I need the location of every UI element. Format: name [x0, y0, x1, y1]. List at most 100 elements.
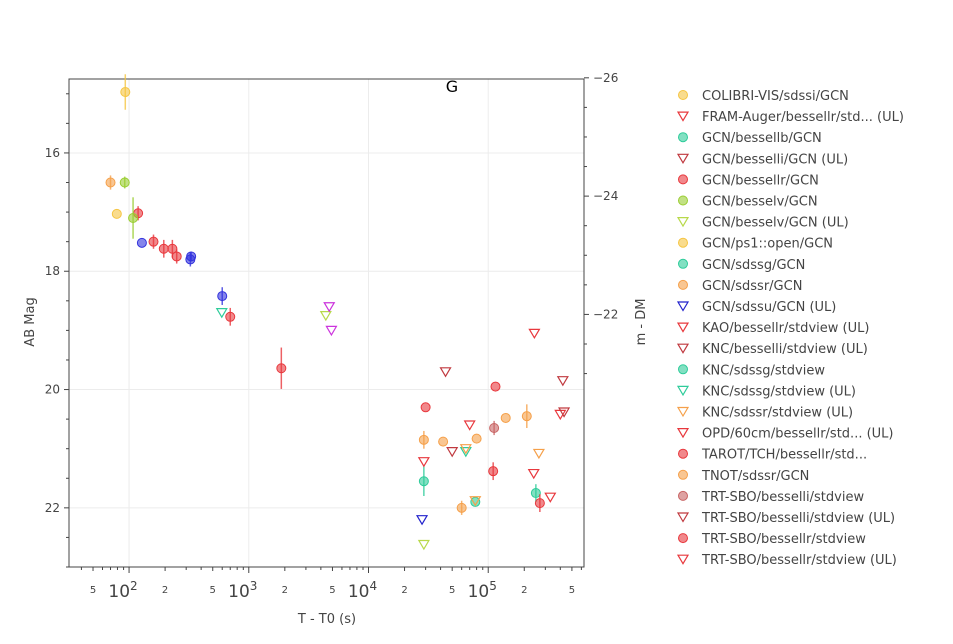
legend-label: GCN/besselv/GCN (UL)	[702, 216, 849, 231]
y-tick-label: 16	[45, 146, 60, 160]
data-point	[417, 457, 430, 468]
data-point	[319, 311, 332, 322]
legend-item: GCN/sdssg/GCN	[678, 258, 805, 273]
data-point	[456, 502, 467, 513]
legend-marker-circle	[678, 195, 688, 206]
data-point	[554, 409, 567, 421]
x-minor-tick-label: 5	[569, 585, 575, 596]
legend-label: GCN/sdssr/GCN	[702, 279, 802, 294]
y-tick-label: 18	[45, 264, 60, 278]
x-minor-tick-label: 5	[329, 585, 335, 596]
data-point	[488, 466, 499, 477]
legend-label: TRT-SBO/besselli/stdview (UL)	[701, 511, 895, 526]
legend-marker-triangle	[676, 343, 690, 354]
legend-item: GCN/bessellb/GCN	[678, 131, 822, 146]
legend-item: TRT-SBO/besselli/stdview (UL)	[676, 511, 895, 526]
legend-marker-circle	[678, 364, 688, 375]
legend-label: KNC/besselli/stdview (UL)	[702, 342, 868, 357]
data-point	[420, 402, 431, 413]
x-minor-tick-label: 2	[521, 585, 527, 596]
x-tick-exponent: 3	[250, 579, 258, 593]
data-point	[471, 433, 482, 444]
data-point	[105, 177, 116, 188]
legend-label: KNC/sdssr/stdview (UL)	[702, 406, 853, 421]
data-point	[225, 311, 236, 322]
data-point	[215, 308, 228, 319]
legend-marker-circle	[678, 237, 688, 248]
legend-label: TNOT/sdssr/GCN	[701, 469, 809, 484]
legend: COLIBRI-VIS/sdssi/GCN FRAM-Auger/bessellr…	[676, 89, 904, 568]
x-tick-exponent: 4	[370, 579, 378, 593]
x-minor-tick-label: 2	[162, 585, 168, 596]
data-point	[418, 476, 429, 487]
legend-label: KNC/sdssg/stdview	[702, 363, 825, 378]
legend-item: GCN/bessellr/GCN	[678, 173, 819, 188]
legend-marker-circle	[678, 448, 688, 459]
legend-item: KAO/bessellr/stdview (UL)	[676, 321, 869, 336]
x-minor-tick-label: 5	[90, 585, 96, 596]
legend-item: TNOT/sdssr/GCN	[678, 469, 809, 484]
data-point	[556, 376, 569, 387]
legend-item: TAROT/TCH/bessellr/std...	[678, 448, 867, 463]
data-point	[120, 87, 131, 98]
legend-marker-triangle	[676, 217, 690, 228]
x-tick-label: 103	[228, 579, 257, 602]
legend-item: KNC/sdssr/stdview (UL)	[676, 406, 853, 421]
legend-marker-circle	[678, 132, 688, 143]
legend-item: GCN/besselli/GCN (UL)	[676, 152, 848, 167]
data-point	[276, 363, 287, 374]
legend-label: GCN/besselli/GCN (UL)	[702, 152, 848, 167]
legend-item: KNC/besselli/stdview (UL)	[676, 342, 868, 357]
data-point	[439, 367, 452, 378]
legend-marker-triangle	[676, 512, 690, 523]
data-marks	[105, 74, 571, 551]
data-point	[446, 447, 459, 458]
legend-label: GCN/bessellb/GCN	[702, 131, 822, 146]
legend-marker-circle	[678, 469, 688, 480]
legend-label: GCN/sdssg/GCN	[702, 258, 805, 273]
data-point	[530, 488, 541, 499]
legend-label: KAO/bessellr/stdview (UL)	[702, 321, 869, 336]
axes: 16182022−28−26−24−2210210310410552525252…	[45, 71, 619, 602]
data-point	[528, 328, 541, 340]
data-point	[521, 411, 532, 422]
legend-marker-triangle	[676, 301, 690, 312]
legend-marker-triangle	[676, 322, 690, 333]
legend-item: TRT-SBO/bessellr/stdview	[678, 532, 866, 547]
data-point	[128, 213, 139, 224]
legend-marker-triangle	[676, 153, 690, 164]
data-point	[136, 237, 147, 248]
legend-marker-circle	[678, 490, 688, 501]
legend-marker-triangle	[676, 111, 690, 122]
data-point	[323, 302, 336, 313]
legend-marker-triangle	[676, 385, 690, 397]
data-point	[111, 208, 122, 219]
legend-label: GCN/besselv/GCN	[702, 195, 818, 210]
y-axis-title: AB Mag	[23, 297, 38, 346]
data-point	[186, 251, 197, 262]
data-point	[532, 448, 545, 460]
legend-label: GCN/sdssu/GCN (UL)	[702, 300, 836, 315]
x-minor-tick-label: 5	[210, 585, 216, 596]
legend-item: KNC/sdssg/stdview	[678, 363, 825, 378]
y2-axis-title: m - DM	[634, 299, 649, 346]
data-point	[534, 498, 545, 509]
legend-marker-triangle	[676, 428, 690, 439]
data-point	[438, 436, 449, 447]
legend-marker-circle	[678, 174, 688, 185]
data-point	[490, 381, 501, 392]
legend-item: TRT-SBO/besselli/stdview	[678, 490, 864, 505]
data-point	[148, 236, 159, 247]
legend-marker-circle	[678, 279, 688, 290]
legend-item: GCN/besselv/GCN (UL)	[676, 216, 849, 231]
legend-label: TRT-SBO/bessellr/stdview	[701, 532, 866, 547]
legend-label: GCN/bessellr/GCN	[702, 173, 819, 188]
data-point	[500, 412, 511, 423]
data-point	[527, 468, 540, 480]
x-tick-label: 104	[348, 579, 377, 602]
chart-title: G	[446, 77, 458, 96]
y-tick-label: 20	[45, 383, 60, 397]
data-point	[417, 539, 430, 551]
legend-item: GCN/ps1::open/GCN	[678, 237, 833, 252]
data-point	[415, 515, 429, 526]
